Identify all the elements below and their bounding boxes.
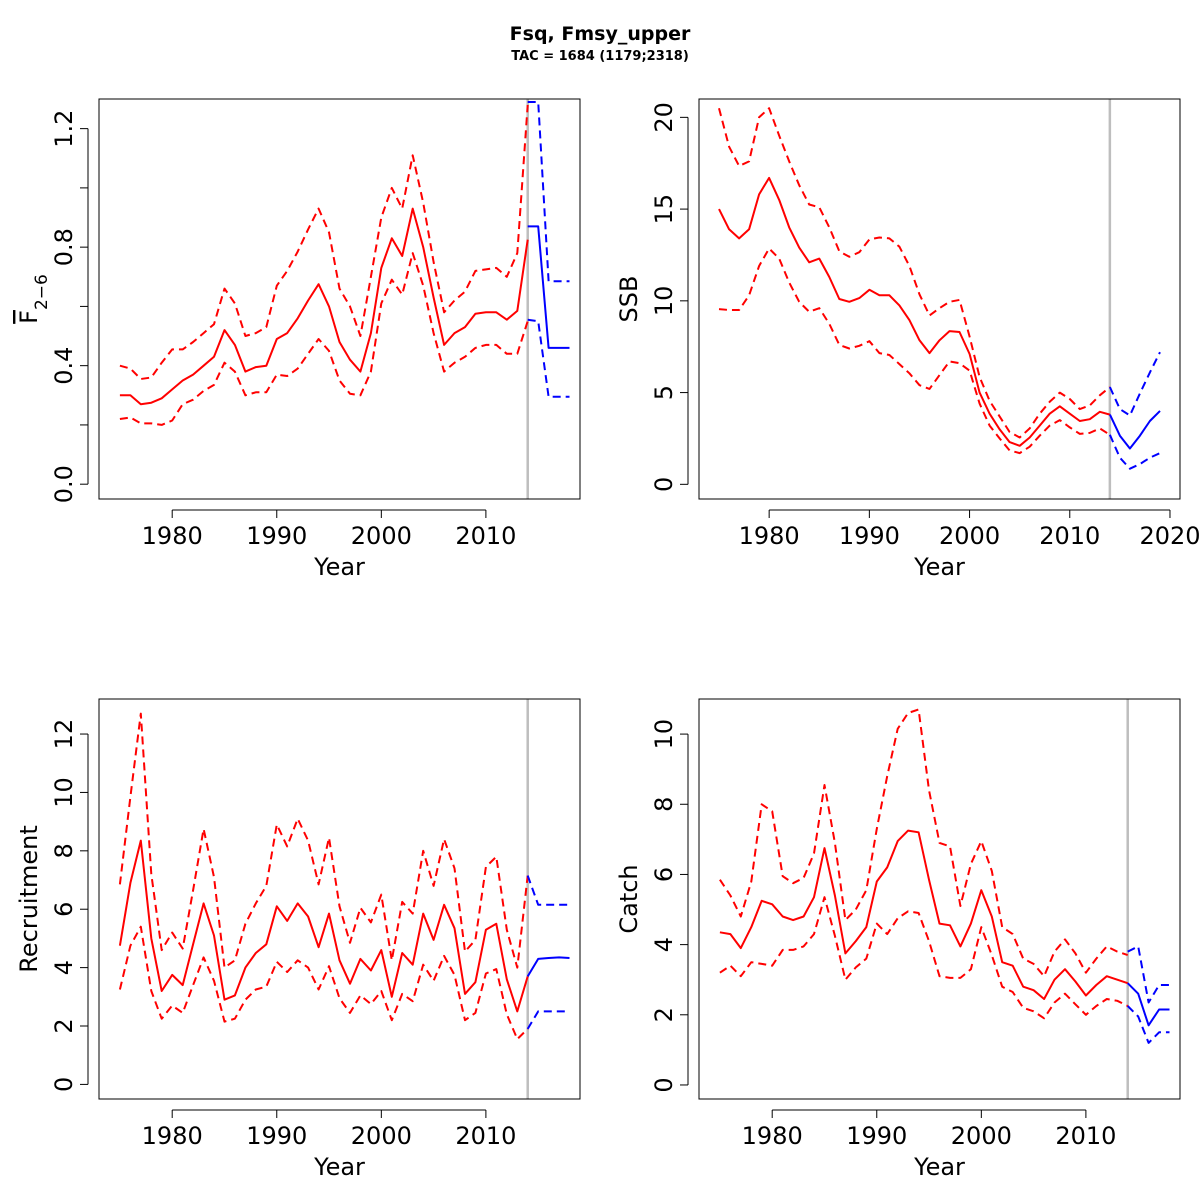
series-forecast-lower-line: [1108, 434, 1161, 470]
panel-catch: 1980 1990 2000 2010 0 2 4 6 8 10 Year Catch: [615, 698, 1181, 1181]
series-historic-estimate-line: [719, 829, 1129, 1000]
y-tick-label: 8: [650, 797, 678, 812]
panel-recruitment: 1980 1990 2000 2010 0 2 4 6 8 10 12 Year Recruitment: [15, 698, 581, 1181]
x-tick-label: 1990: [839, 522, 900, 550]
series-forecast-estimate-line: [1108, 410, 1161, 450]
x-tick-label: 1990: [246, 1122, 307, 1150]
y-tick-label: 12: [50, 719, 78, 750]
series-historic-estimate-line: [118, 839, 529, 1013]
x-axis-title: Year: [913, 553, 965, 581]
series-forecast-lower-line: [1126, 1005, 1170, 1044]
y-tick-label: 10: [50, 777, 78, 808]
x-tick-label: 2010: [1039, 522, 1100, 550]
plot-frame: [98, 98, 581, 500]
series-forecast-estimate-line: [527, 225, 570, 349]
series-historic-lower-line: [718, 247, 1111, 455]
series-historic-estimate-line: [718, 176, 1111, 447]
y-axis-title-main: SSB: [615, 276, 643, 323]
series-historic-lower-line: [719, 896, 1129, 1020]
y-tick-label: 5: [650, 385, 678, 400]
x-tick-label: 1980: [142, 1122, 203, 1150]
x-tick-label: 2010: [455, 1122, 516, 1150]
series-forecast-estimate-line: [526, 956, 570, 977]
y-tick-label: 0.0: [50, 465, 78, 503]
x-tick-label: 2000: [351, 522, 412, 550]
x-axis-title: Year: [313, 553, 365, 581]
y-axis-title-main: Catch: [615, 864, 643, 933]
y-tick-label: 6: [50, 902, 78, 917]
x-tick-label: 2000: [951, 1122, 1012, 1150]
plot-frame: [698, 698, 1181, 1100]
x-tick-label: 1990: [246, 522, 307, 550]
x-tick-label: 1980: [142, 522, 203, 550]
series-historic-estimate-line: [119, 207, 529, 406]
y-tick-label: 0.8: [50, 228, 78, 266]
y-tick-label: 0: [650, 477, 678, 492]
series-historic-upper-line: [118, 712, 529, 969]
y-axis-title: Recruitment: [15, 825, 43, 972]
chart-panels: 1980 1990 2000 20100.00.40.81.2YearF2−61980…: [15, 98, 1200, 1181]
y-tick-label: 20: [650, 102, 678, 133]
series-forecast-upper-line: [1127, 945, 1170, 1004]
y-axis-title: Catch: [615, 864, 643, 933]
x-tick-label: 2010: [1055, 1122, 1116, 1150]
series-forecast-upper-line: [527, 101, 570, 283]
y-axis-title-main: F: [15, 310, 43, 324]
series-historic-upper-line: [718, 107, 1111, 439]
y-tick-label: 15: [650, 194, 678, 225]
y-tick-label: 4: [50, 960, 78, 975]
x-tick-label: 2010: [455, 522, 516, 550]
y-tick-label: 2: [50, 1018, 78, 1033]
y-axis-title-main: Recruitment: [15, 825, 43, 972]
y-tick-label: 8: [50, 843, 78, 858]
y-axis-title: F2−6: [15, 274, 52, 324]
y-tick-label: 1.2: [50, 110, 78, 148]
y-tick-label: 0: [50, 1077, 78, 1092]
series-historic-upper-line: [119, 104, 529, 380]
y-axis-title: SSB: [615, 276, 643, 323]
series-historic-lower-line: [118, 925, 529, 1041]
y-tick-label: 10: [650, 286, 678, 317]
plot-frame: [698, 98, 1181, 500]
x-axis-title: Year: [313, 1153, 365, 1181]
y-tick-label: 10: [650, 719, 678, 750]
x-tick-label: 1990: [846, 1122, 907, 1150]
panel-ssb: 1980 1990 2000 2010 2020 0 5 10 15 20 Year SSB: [615, 98, 1200, 581]
series-historic-lower-line: [119, 252, 529, 426]
series-forecast-upper-line: [526, 875, 570, 906]
series-historic-upper-line: [719, 708, 1129, 978]
figure-subtitle: TAC = 1684 (1179;2318): [511, 49, 689, 64]
panel-fbar: 1980 1990 2000 2010 0.0 0.4 0.8 1.2 Year F2−6: [15, 98, 581, 581]
figure-title: Fsq, Fmsy_upper: [510, 23, 691, 45]
plot-frame: [98, 698, 581, 1100]
series-forecast-upper-line: [1108, 351, 1161, 417]
series-forecast-estimate-line: [1126, 982, 1170, 1027]
y-tick-label: 0: [650, 1077, 678, 1092]
series-forecast-lower-line: [527, 318, 570, 398]
x-tick-label: 1980: [739, 522, 800, 550]
y-axis-title-subscript: 2−6: [32, 274, 52, 310]
y-tick-label: 6: [650, 867, 678, 882]
series-forecast-lower-line: [526, 1010, 570, 1030]
x-tick-label: 2000: [939, 522, 1000, 550]
y-tick-label: 0.4: [50, 347, 78, 385]
x-tick-label: 2000: [351, 1122, 412, 1150]
x-tick-label: 2020: [1139, 522, 1200, 550]
x-tick-label: 1980: [742, 1122, 803, 1150]
y-tick-label: 2: [650, 1007, 678, 1022]
x-axis-title: Year: [913, 1153, 965, 1181]
y-tick-label: 4: [650, 937, 678, 952]
